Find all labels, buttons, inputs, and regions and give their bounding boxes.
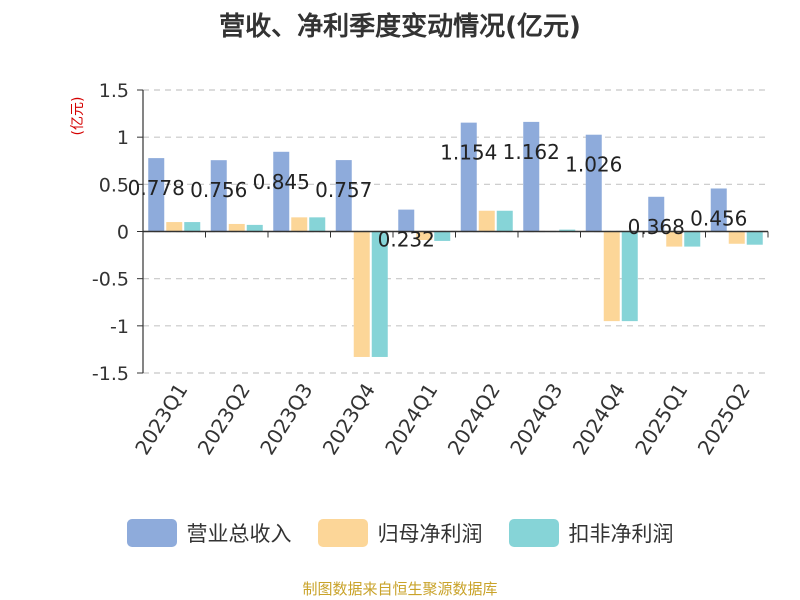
bar-revenue [273,151,290,232]
bar-net-profit [353,231,370,357]
bar-revenue [460,122,477,232]
x-tick-label: 2023Q4 [318,379,380,459]
y-tick-label: 1 [117,127,129,149]
data-label: 0.757 [315,178,372,202]
data-label: 1.026 [565,153,622,177]
bar-revenue [523,121,540,232]
y-tick-label: -1.5 [92,363,129,385]
chart-plot: 1.5 1 0.5 0 -0.5 -1 -1.5 (亿元) 2023Q1 2023Q2 2023Q3… [70,80,769,459]
data-label: 0.368 [628,215,685,239]
bar-net-profit [228,223,245,232]
x-tick-label: 2023Q2 [193,379,255,459]
bar-revenue [398,209,415,232]
bar-deducted-profit [746,231,763,245]
legend: 营业总收入 归母净利润 扣非净利润 [0,518,800,548]
legend-label-deducted-profit: 扣非净利润 [568,522,674,546]
data-label: 1.154 [440,141,497,165]
bar-net-profit [478,210,495,232]
bar-revenue [148,158,165,232]
y-tick-label: 1.5 [99,80,129,102]
legend-item-net-profit[interactable]: 归母净利润 [317,518,483,548]
bar-deducted-profit [434,231,451,241]
bar-deducted-profit [684,231,701,247]
bar-deducted-profit [621,231,638,322]
bar-revenue [710,188,727,232]
bar-deducted-profit [184,222,201,232]
legend-label-net-profit: 归母净利润 [377,522,483,546]
legend-swatch-deducted-profit [508,519,559,547]
data-label: 0.845 [253,170,310,194]
data-label: 1.162 [503,140,560,164]
data-label: 0.778 [128,176,185,200]
data-labels: 0.778 0.756 0.845 0.757 0.232 1.154 1.1621.026… [128,140,748,252]
bar-deducted-profit [246,224,263,232]
bar-net-profit [666,231,683,247]
x-tick-label: 2024Q1 [380,379,442,459]
bar-deducted-profit [371,231,388,357]
bar-deducted-profit [309,217,326,232]
x-tick-label: 2025Q2 [693,379,755,459]
bar-revenue [648,196,665,232]
y-tick-label: -0.5 [92,269,129,291]
legend-item-deducted-profit[interactable]: 扣非净利润 [508,518,674,548]
x-tick-label: 2025Q1 [630,379,692,459]
bar-deducted-profit [559,229,576,232]
bar-net-profit [728,231,745,244]
legend-swatch-revenue [126,519,177,547]
x-tick-label: 2023Q1 [130,379,192,459]
bars [148,121,763,357]
bar-net-profit [166,222,183,232]
legend-swatch-net-profit [317,519,368,547]
y-tick-label: 0.5 [99,174,129,196]
bar-revenue [335,160,352,232]
bar-revenue [585,134,602,232]
bar-net-profit [291,217,308,232]
data-label: 0.232 [378,228,435,252]
legend-item-revenue[interactable]: 营业总收入 [126,518,292,548]
x-tick-label: 2024Q3 [505,379,567,459]
y-tick-label: -1 [110,316,129,338]
y-tick-label: 0 [117,222,129,244]
bar-net-profit [603,231,620,322]
x-tick-label: 2023Q3 [255,379,317,459]
legend-label-revenue: 营业总收入 [186,522,292,546]
bar-revenue [210,160,227,232]
x-tick-label: 2024Q2 [443,379,505,459]
chart-title: 营收、净利季度变动情况(亿元) [219,12,581,42]
x-tick-label: 2024Q4 [568,379,630,459]
data-label: 0.756 [190,178,247,202]
bar-net-profit [416,231,433,240]
source-note: 制图数据来自恒生聚源数据库 [302,580,498,598]
bar-deducted-profit [496,210,513,232]
y-axis-label: (亿元) [70,97,86,136]
data-label: 0.456 [690,206,747,230]
